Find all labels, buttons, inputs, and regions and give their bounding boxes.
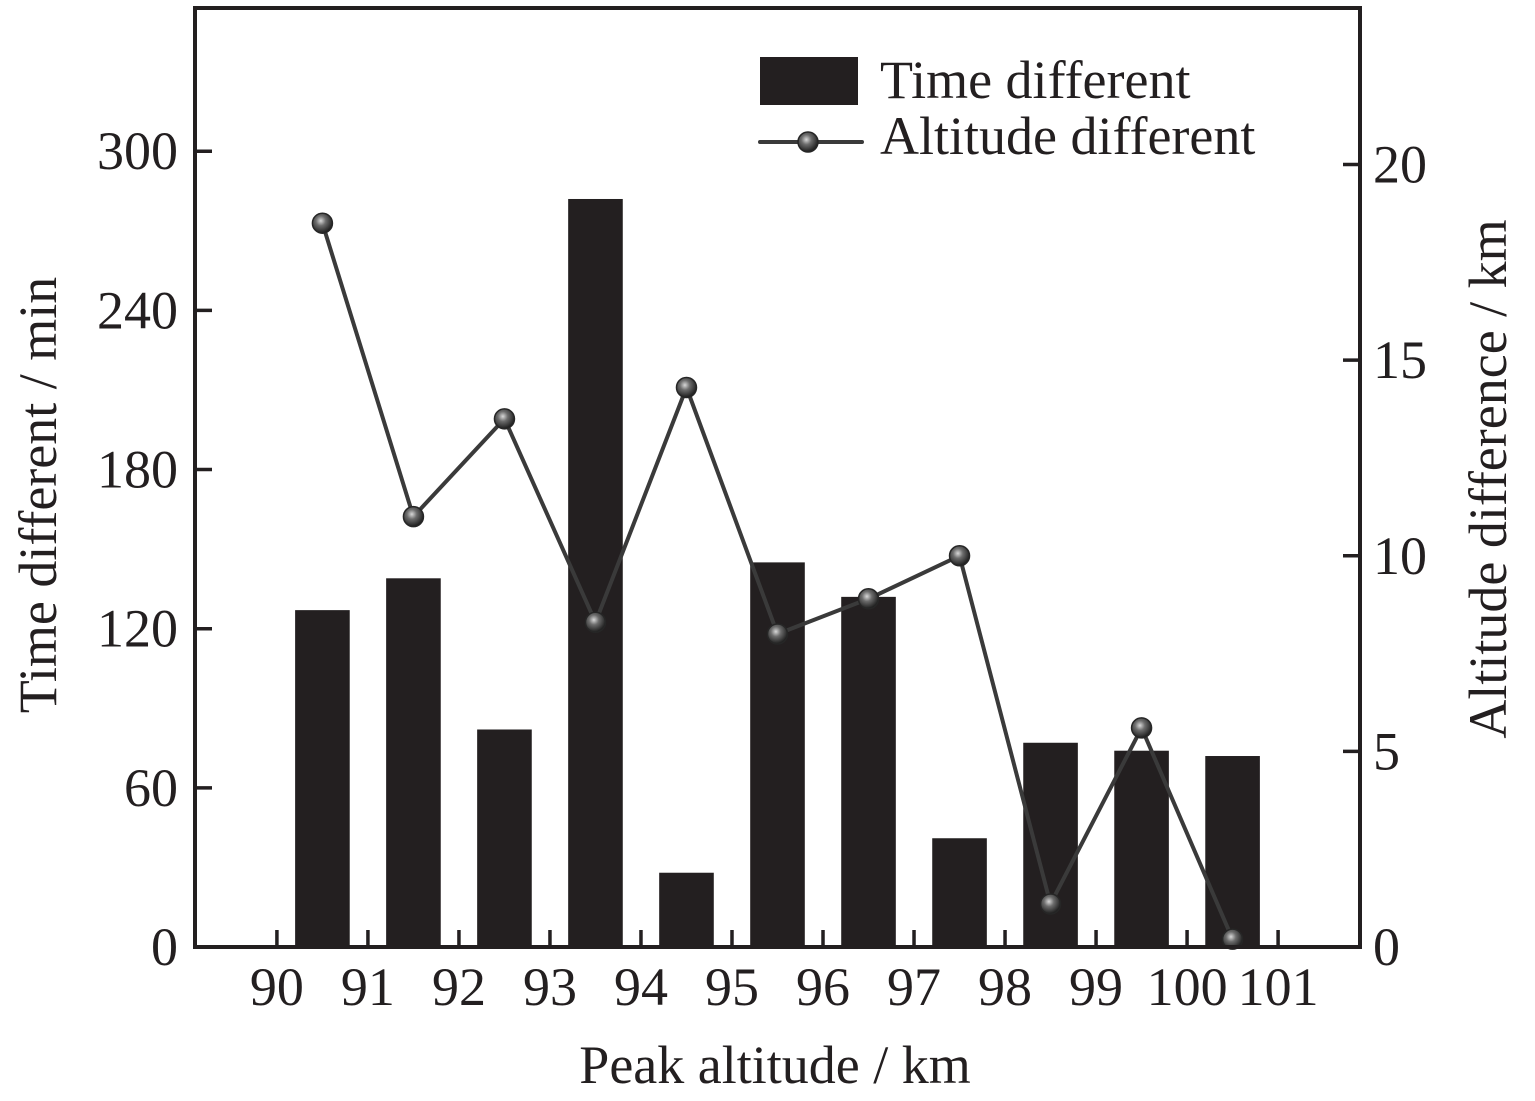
time-different-bar-9 [1023,742,1078,947]
altitude-different-point-6 [766,623,789,645]
legend-bar-swatch [760,57,858,105]
altitude-different-point-3 [493,408,516,430]
y-left-tick-label: 120 [97,599,178,659]
y-left-tick-label: 180 [97,440,178,500]
altitude-different-point-10 [1130,717,1153,739]
y-left-tick-label: 0 [151,917,178,977]
y-right-tick-label: 15 [1373,330,1427,390]
y-axis-label-left: Time different / min [8,277,68,713]
time-different-bar-2 [386,578,441,947]
x-axis-label: Peak altitude / km [579,1035,970,1095]
y-left-tick-label: 240 [97,280,178,340]
y-right-tick-label: 20 [1373,135,1427,195]
x-tick-label: 93 [523,957,577,1017]
altitude-different-point-8 [948,545,971,567]
time-different-bar-3 [477,729,532,947]
time-different-bar-7 [841,596,896,947]
x-tick-label: 97 [887,957,941,1017]
altitude-different-point-9 [1039,893,1062,915]
legend-label-altitude-different: Altitude different [880,106,1255,166]
time-different-bar-5 [659,872,714,947]
x-tick-label: 91 [341,957,395,1017]
x-tick-label: 94 [614,957,668,1017]
x-tick-label: 100 [1147,957,1228,1017]
time-different-bar-1 [295,610,350,947]
legend-marker-icon [797,131,819,153]
x-tick-label: 95 [705,957,759,1017]
time-different-bar-10 [1114,750,1169,947]
x-tick-label: 101 [1238,957,1319,1017]
x-tick-label: 90 [250,957,304,1017]
y-left-tick-label: 60 [124,758,178,818]
altitude-different-point-1 [311,212,334,234]
y-right-tick-label: 5 [1373,721,1400,781]
time-different-bar-6 [750,562,805,947]
altitude-different-point-5 [675,376,698,399]
plot-frame [193,6,1362,949]
y-axis-label-right: Altitude difference / km [1458,219,1518,738]
altitude-different-point-11 [1221,928,1244,950]
tick-labels: 0 60 120 180 240 300 0 5 10 15 20 90 91 92 93 94 95 96 97 9… [97,121,1427,1017]
legend-label-time-different: Time different [880,50,1190,110]
time-different-bar-8 [932,838,987,947]
altitude-different-point-2 [402,505,425,528]
legend: Time different Altitude different [758,50,1255,166]
altitude-different-point-7 [857,588,880,610]
x-tick-label: 92 [432,957,486,1017]
altitude-different-point-4 [584,611,607,634]
y-right-tick-label: 10 [1373,526,1427,586]
x-tick-label: 96 [796,957,850,1017]
y-left-tick-label: 300 [97,121,178,181]
time-different-bars [295,198,1260,948]
altitude-different-line-series [311,212,1244,950]
time-different-bar-11 [1205,756,1260,947]
x-tick-label: 99 [1069,957,1123,1017]
x-tick-label: 98 [978,957,1032,1017]
y-right-tick-label: 0 [1373,917,1400,977]
